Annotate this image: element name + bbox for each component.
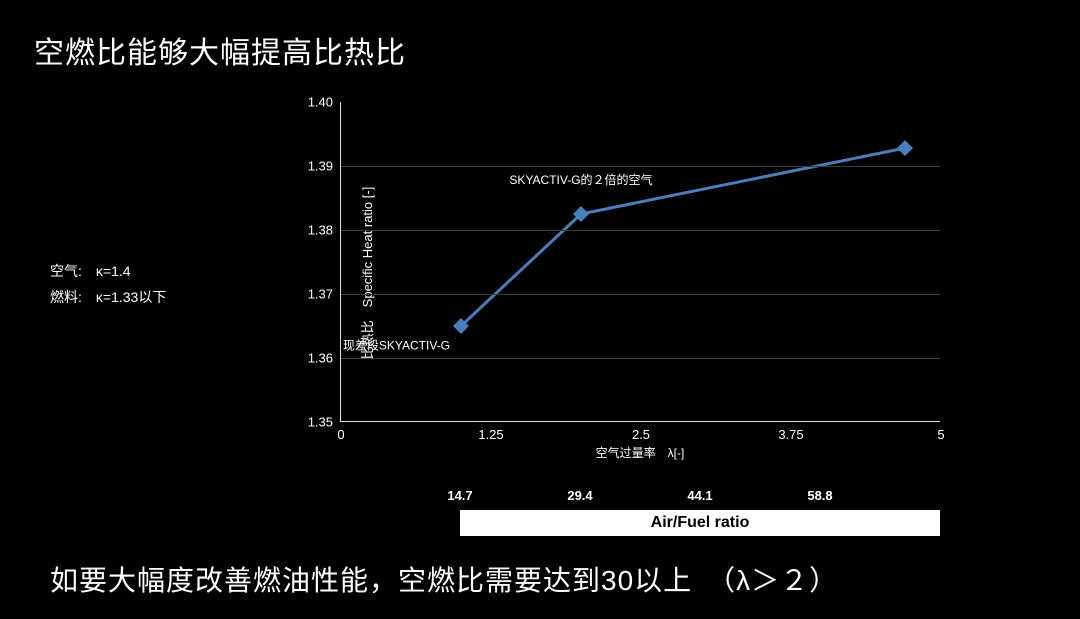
y-tick-label: 1.39 [308,159,341,174]
chart-annotation: SKYACTIV-G的２倍的空气 [509,171,652,188]
plot-area: 1.351.361.371.381.391.4001.252.53.755现差段… [340,102,940,422]
x-tick-label: 0 [337,421,344,442]
secondary-x-tick: 44.1 [687,488,712,503]
slide: 空燃比能够大幅提高比热比 空气: κ=1.4 燃料: κ=1.33以下 比热比 … [0,0,1080,619]
y-gridline [341,294,940,295]
y-tick-label: 1.35 [308,415,341,430]
y-gridline [341,230,940,231]
side-note-line-1: 空气: κ=1.4 [50,258,166,284]
series-marker [897,140,913,156]
y-tick-label: 1.38 [308,223,341,238]
x-tick-label: 1.25 [478,421,503,442]
secondary-x-tick: 29.4 [567,488,592,503]
page-title: 空燃比能够大幅提高比热比 [34,28,406,72]
x-tick-label: 5 [937,421,944,442]
x-axis-title: 空气过量率 λ[-] [340,444,940,461]
y-tick-label: 1.40 [308,95,341,110]
chart-svg [341,102,940,421]
secondary-x-tick: 58.8 [807,488,832,503]
air-fuel-label: Air/Fuel ratio [651,514,750,531]
chart: 比热比 Specific Heat ratio [-] 1.351.361.37… [268,88,968,458]
bottom-text: 如要大幅度改善燃油性能，空燃比需要达到30以上 （λ＞２） [50,559,838,599]
side-note-line-2: 燃料: κ=1.33以下 [50,284,166,310]
x-tick-label: 3.75 [778,421,803,442]
air-fuel-label-box: Air/Fuel ratio [460,510,940,536]
chart-annotation: 现差段SKYACTIV-G [343,337,450,354]
y-gridline [341,166,940,167]
y-gridline [341,358,940,359]
secondary-x-tick: 14.7 [447,488,472,503]
x-tick-label: 2.5 [632,421,650,442]
side-note: 空气: κ=1.4 燃料: κ=1.33以下 [50,258,166,310]
y-tick-label: 1.37 [308,287,341,302]
y-tick-label: 1.36 [308,351,341,366]
